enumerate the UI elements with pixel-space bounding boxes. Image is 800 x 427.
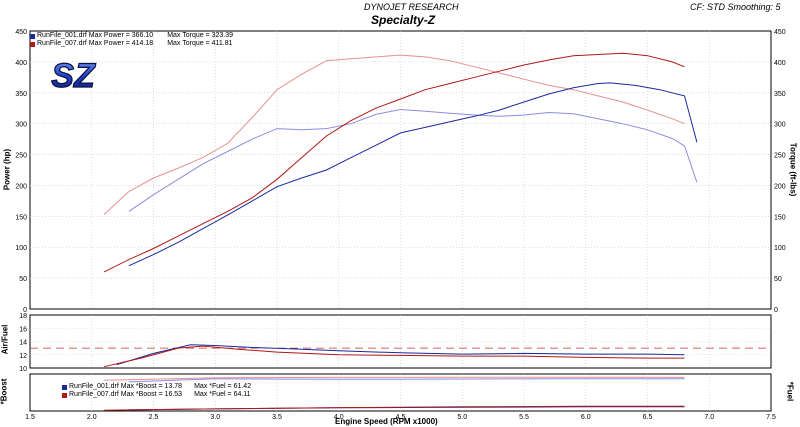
legend-max-boost-value: 13.78 bbox=[164, 383, 183, 390]
power-tick-label: 400 bbox=[15, 60, 27, 67]
company-label: DYNOJET RESEARCH bbox=[364, 2, 459, 12]
torque-tick-label: 100 bbox=[774, 245, 786, 252]
power-legend: RunFile_001.drf Max Power = 366.10 Max T… bbox=[30, 32, 233, 48]
legend-max-boost-label: Max *Boost = bbox=[120, 383, 163, 390]
boost-legend: RunFile_001.drf Max *Boost = 13.78 Max *… bbox=[62, 383, 251, 399]
power-tick-label: 450 bbox=[15, 29, 27, 36]
legend-max-boost-label: Max *Boost = bbox=[120, 391, 163, 398]
run2-swatch bbox=[62, 392, 67, 398]
x-tick-label: 1.5 bbox=[25, 414, 35, 421]
power-tick-label: 150 bbox=[15, 214, 27, 221]
sz-logo: SZ bbox=[51, 58, 97, 92]
x-tick-label: 7.0 bbox=[704, 414, 714, 421]
legend-max-fuel-value: 61.42 bbox=[233, 383, 252, 390]
x-tick-label: 2.5 bbox=[149, 414, 159, 421]
torque-tick-label: 200 bbox=[774, 183, 786, 190]
legend-max-boost-value: 16.53 bbox=[164, 391, 183, 398]
afr-tick-label: 14 bbox=[19, 340, 27, 347]
legend-file: RunFile_001.drf bbox=[37, 32, 87, 39]
legend-max-power-value: 366.10 bbox=[131, 32, 154, 39]
legend-max-torque-value: 411.81 bbox=[211, 40, 233, 47]
x-tick-label: 6.5 bbox=[643, 414, 653, 421]
x-tick-label: 5.0 bbox=[457, 414, 467, 421]
run1-power-line bbox=[128, 82, 698, 267]
afr-tick-label: 18 bbox=[19, 313, 27, 320]
legend-file: RunFile_001.drf bbox=[69, 383, 119, 390]
x-tick-label: 5.5 bbox=[519, 414, 529, 421]
run2-torque-line bbox=[103, 54, 685, 215]
torque-tick-label: 300 bbox=[774, 122, 786, 129]
x-tick-label: 4.5 bbox=[396, 414, 406, 421]
x-axis-label: Engine Speed (RPM x1000) bbox=[335, 417, 438, 426]
power-tick-label: 100 bbox=[15, 245, 27, 252]
afr-tick-label: 16 bbox=[19, 326, 27, 333]
run1-fuel-line bbox=[128, 378, 685, 383]
boost-legend-row-run1: RunFile_001.drf Max *Boost = 13.78 Max *… bbox=[62, 383, 251, 391]
legend-max-fuel-value: 64.11 bbox=[233, 391, 251, 398]
legend-max-fuel-label: Max *Fuel = bbox=[194, 391, 232, 398]
x-tick-label: 3.5 bbox=[272, 414, 282, 421]
legend-max-power-value: 414.18 bbox=[131, 40, 154, 47]
legend-max-fuel-label: Max *Fuel = bbox=[194, 383, 232, 390]
torque-axis-label: Torque (ft-lbs) bbox=[788, 142, 798, 197]
torque-tick-label: 150 bbox=[774, 214, 786, 221]
power-tick-label: 0 bbox=[23, 307, 27, 314]
power-tick-label: 200 bbox=[15, 183, 27, 190]
legend-row-run2: RunFile_007.drf Max Power = 414.18 Max T… bbox=[30, 40, 233, 48]
fuel-axis-label: *Fuel bbox=[785, 381, 795, 402]
legend-max-torque-label: Max Torque = bbox=[167, 40, 210, 47]
run1-swatch bbox=[62, 384, 67, 390]
afr-tick-label: 10 bbox=[19, 366, 27, 373]
run1-afr-line bbox=[116, 344, 685, 366]
afr-axis-label: Air/Fuel bbox=[0, 324, 10, 355]
legend-max-torque-value: 323.39 bbox=[211, 32, 234, 39]
run1-swatch bbox=[30, 33, 35, 39]
chart-title: Specialty-Z bbox=[371, 13, 436, 27]
torque-tick-label: 450 bbox=[774, 29, 786, 36]
x-tick-label: 4.0 bbox=[334, 414, 344, 421]
run2-boost-line bbox=[104, 405, 685, 411]
run2-afr-line bbox=[103, 345, 685, 368]
x-tick-label: 6.0 bbox=[581, 414, 591, 421]
legend-row-run1: RunFile_001.drf Max Power = 366.10 Max T… bbox=[30, 32, 233, 40]
run1-torque-line bbox=[128, 108, 698, 212]
legend-file: RunFile_007.drf bbox=[69, 391, 119, 398]
power-tick-label: 50 bbox=[19, 276, 27, 283]
legend-max-power-label: Max Power = bbox=[88, 40, 130, 47]
boost-axis-label: *Boost bbox=[0, 378, 9, 405]
power-tick-label: 350 bbox=[15, 91, 27, 98]
legend-max-torque-label: Max Torque = bbox=[167, 32, 210, 39]
x-tick-label: 2.0 bbox=[87, 414, 97, 421]
legend-file: RunFile_007.drf bbox=[37, 40, 87, 47]
afr-tick-label: 12 bbox=[19, 353, 27, 360]
torque-tick-label: 250 bbox=[774, 153, 786, 160]
torque-tick-label: 400 bbox=[774, 60, 786, 67]
torque-tick-label: 0 bbox=[774, 307, 778, 314]
run2-power-line bbox=[103, 52, 685, 273]
power-tick-label: 300 bbox=[15, 122, 27, 129]
power-tick-label: 250 bbox=[15, 153, 27, 160]
sz-logo-text: SZ bbox=[51, 58, 96, 92]
boost-legend-row-run2: RunFile_007.drf Max *Boost = 16.53 Max *… bbox=[62, 391, 251, 399]
legend-max-power-label: Max Power = bbox=[88, 32, 130, 39]
run2-swatch bbox=[30, 41, 35, 47]
torque-tick-label: 50 bbox=[774, 276, 782, 283]
settings-label: CF: STD Smoothing: 5 bbox=[690, 2, 781, 12]
run2-fuel-line bbox=[104, 376, 685, 381]
power-axis-label: Power (hp) bbox=[2, 148, 12, 191]
x-tick-label: 3.0 bbox=[210, 414, 220, 421]
torque-tick-label: 350 bbox=[774, 91, 786, 98]
x-tick-label: 7.5 bbox=[766, 414, 776, 421]
